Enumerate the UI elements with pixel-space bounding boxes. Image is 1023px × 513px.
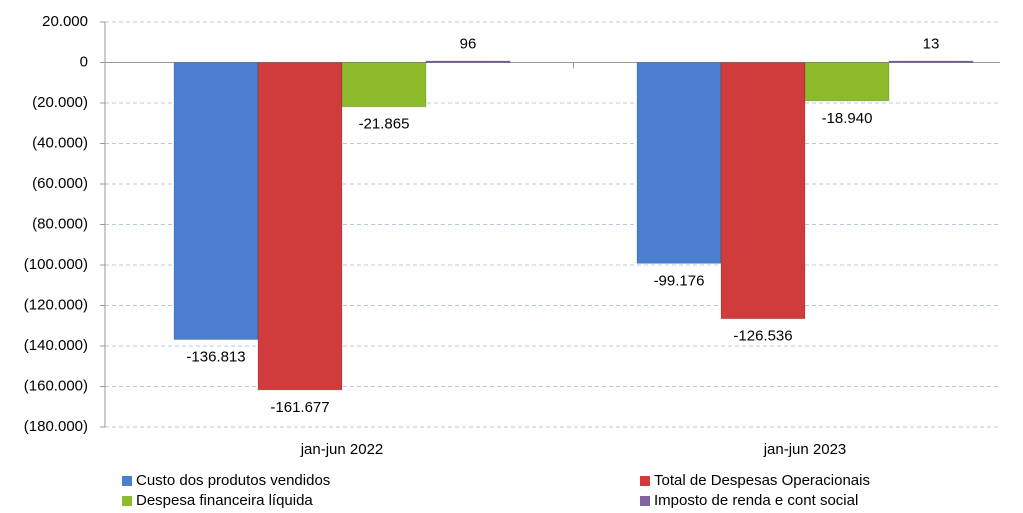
y-tick-label: (140.000) xyxy=(24,337,88,354)
y-tick-label: (160.000) xyxy=(24,377,88,394)
legend-label: Total de Despesas Operacionais xyxy=(654,472,870,489)
data-label: -161.677 xyxy=(270,399,329,416)
y-tick-label: (180.000) xyxy=(24,418,88,435)
data-label: 96 xyxy=(460,35,477,52)
y-tick-label: (40.000) xyxy=(32,134,88,151)
data-label: 13 xyxy=(923,35,940,52)
x-tick-label: jan-jun 2022 xyxy=(300,441,384,458)
data-label: -18.940 xyxy=(822,110,873,127)
data-label: -21.865 xyxy=(359,116,410,133)
bar xyxy=(257,62,343,391)
bar xyxy=(636,62,722,264)
y-tick-label: (60.000) xyxy=(32,175,88,192)
data-label: -126.536 xyxy=(733,328,792,345)
y-tick-label: (100.000) xyxy=(24,256,88,273)
data-label: -136.813 xyxy=(186,349,245,366)
legend-label: Despesa financeira líquida xyxy=(136,492,313,509)
legend-swatch xyxy=(640,496,650,506)
bar xyxy=(425,60,511,63)
bar xyxy=(720,62,806,320)
legend-swatch xyxy=(122,476,132,486)
legend-swatch xyxy=(122,496,132,506)
y-tick-label: (120.000) xyxy=(24,296,88,313)
legend-label: Custo dos produtos vendidos xyxy=(136,472,330,489)
y-tick-label: 20.000 xyxy=(42,13,88,30)
y-tick-label: (80.000) xyxy=(32,215,88,232)
x-tick-label: jan-jun 2023 xyxy=(763,441,847,458)
y-tick-label: (20.000) xyxy=(32,94,88,111)
legend-swatch xyxy=(640,476,650,486)
bar xyxy=(173,62,259,341)
data-label: -99.176 xyxy=(654,272,705,289)
bar xyxy=(341,62,427,108)
bar xyxy=(888,60,974,63)
legend-label: Imposto de renda e cont social xyxy=(654,492,858,509)
bar xyxy=(804,62,890,102)
y-tick-label: 0 xyxy=(80,53,88,70)
